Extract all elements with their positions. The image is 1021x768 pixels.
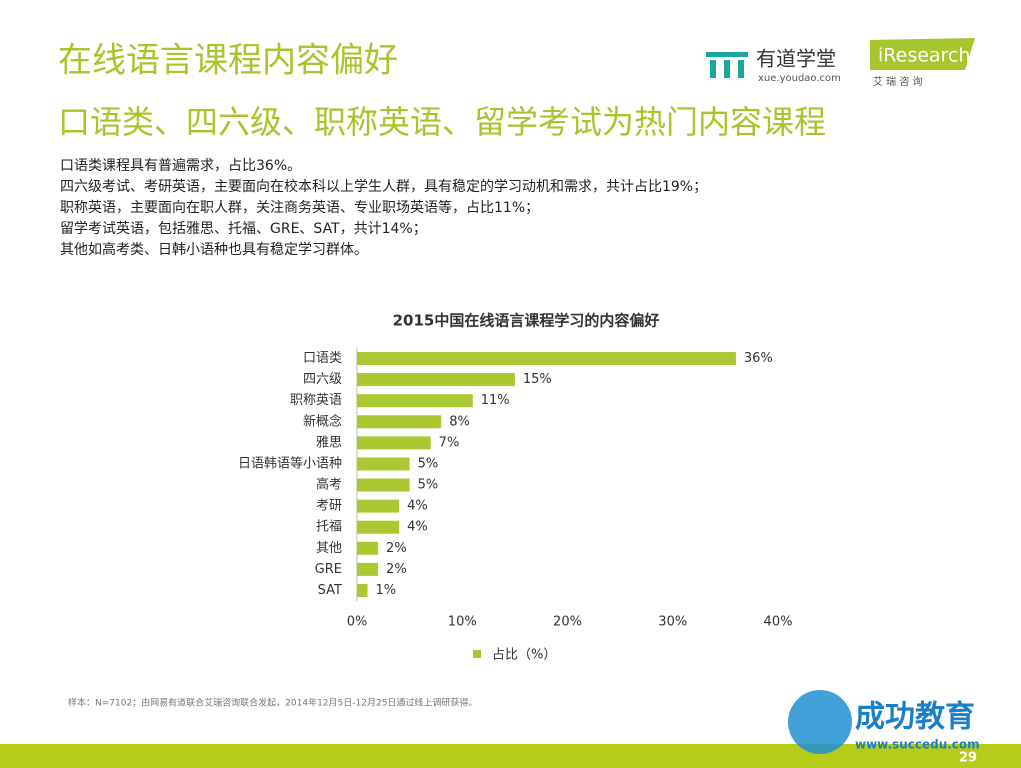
y-tick-label: 职称英语 [290, 393, 342, 408]
watermark-icon [788, 690, 852, 754]
y-tick-label: SAT [318, 583, 342, 598]
youdao-logo [706, 52, 748, 78]
bar [357, 373, 515, 387]
bullet: 留学考试英语，包括雅思、托福、GRE、SAT，共计14%； [60, 221, 427, 237]
bar [357, 562, 379, 576]
footer-bar [0, 744, 1021, 768]
iresearch-name: iResearch [878, 45, 970, 67]
watermark-url: www.succedu.com [855, 738, 980, 752]
youdao-url: xue.youdao.com [758, 73, 841, 84]
value-label: 11% [481, 393, 510, 408]
bullet: 四六级考试、考研英语，主要面向在校本科以上学生人群，具有稳定的学习动机和需求，共… [60, 179, 708, 195]
y-tick-label: 托福 [316, 520, 342, 535]
bar [357, 583, 368, 597]
y-tick-label: 新概念 [303, 413, 342, 429]
bar [357, 541, 379, 555]
y-tick-label: GRE [315, 562, 342, 577]
value-label: 5% [418, 478, 439, 493]
bar [357, 394, 473, 408]
legend-swatch [473, 650, 481, 658]
chart-title: 2015中国在线语言课程学习的内容偏好 [393, 312, 660, 330]
value-label: 15% [523, 372, 552, 387]
iresearch-cn: 艾 瑞 咨 询 [873, 75, 923, 88]
youdao-name: 有道学堂 [756, 47, 836, 71]
page-number: 29 [959, 751, 977, 766]
legend-label: 占比（%） [492, 648, 556, 663]
y-tick-label: 四六级 [303, 372, 342, 387]
x-tick-label: 30% [658, 615, 687, 630]
bullet: 其他如高考类、日韩小语种也具有稳定学习群体。 [60, 242, 368, 258]
bar [357, 352, 736, 366]
x-tick-label: 40% [764, 615, 793, 630]
bar [357, 499, 400, 513]
value-label: 4% [407, 499, 428, 514]
source-note: 样本：N=7102；由网易有道联合艾瑞咨询联合发起，2014年12月5日-12月… [68, 697, 477, 709]
slide-title: 在线语言课程内容偏好 [58, 41, 398, 81]
value-label: 2% [386, 562, 407, 577]
x-tick-label: 20% [553, 615, 582, 630]
value-label: 36% [744, 351, 773, 366]
x-tick-label: 0% [347, 615, 368, 630]
bullet: 职称英语，主要面向在职人群，关注商务英语、专业职场英语等，占比11%； [60, 200, 540, 216]
slide-subtitle: 口语类、四六级、职称英语、留学考试为热门内容课程 [58, 103, 826, 141]
value-label: 1% [376, 583, 397, 598]
value-label: 4% [407, 520, 428, 535]
y-tick-label: 日语韩语等小语种 [238, 455, 342, 471]
bar [357, 520, 400, 534]
bar [357, 436, 431, 450]
watermark-name: 成功教育 [855, 700, 975, 735]
y-tick-label: 口语类 [303, 351, 342, 366]
bar [357, 457, 410, 471]
bar [357, 478, 410, 492]
iresearch-bg [870, 38, 975, 70]
y-tick-label: 高考 [316, 477, 342, 493]
x-tick-label: 10% [448, 615, 477, 630]
value-label: 7% [439, 435, 460, 450]
y-tick-label: 雅思 [316, 435, 342, 450]
value-label: 5% [418, 456, 439, 471]
value-label: 8% [449, 414, 470, 429]
value-label: 2% [386, 541, 407, 556]
bar [357, 415, 442, 429]
y-tick-label: 其他 [316, 541, 342, 556]
bullet: 口语类课程具有普遍需求，占比36%。 [60, 158, 302, 174]
y-tick-label: 考研 [316, 499, 342, 514]
